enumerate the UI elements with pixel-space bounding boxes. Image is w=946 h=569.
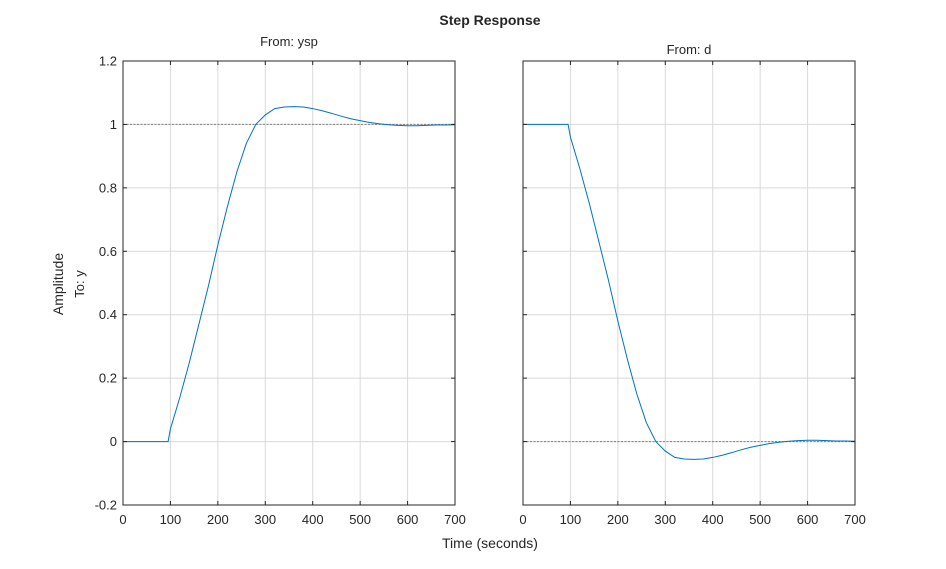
- panel-1-y-tick-label: 0.4: [99, 307, 117, 322]
- panel-1-y-tick-label: 1.2: [99, 54, 117, 69]
- panel-2-x-tick-label: 700: [844, 512, 866, 527]
- chart-title: Step Response: [439, 12, 540, 28]
- y-axis-label: Amplitude: [50, 253, 66, 315]
- panel-1-x-tick-label: 500: [349, 512, 371, 527]
- panel-1-y-tick-label: 0.6: [99, 244, 117, 259]
- panel-1-y-tick-label: 0.8: [99, 180, 117, 195]
- panel-1-x-tick-label: 300: [254, 512, 276, 527]
- panel-1-y-tick-label: 1: [110, 117, 117, 132]
- panel-1-x-tick-label: 600: [397, 512, 419, 527]
- row-label: To: y: [72, 270, 87, 298]
- panel-2-x-tick-label: 0: [519, 512, 526, 527]
- x-axis-label: Time (seconds): [442, 535, 538, 551]
- panel-1-x-tick-label: 700: [444, 512, 466, 527]
- panel-1-x-tick-label: 200: [207, 512, 229, 527]
- panel-2-x-tick-label: 400: [702, 512, 724, 527]
- panel-1-x-tick-label: 400: [302, 512, 324, 527]
- panel-2-series-line: [523, 123, 856, 460]
- panel-d-plot: 0 100 200 300 400 500 600 700: [519, 60, 866, 527]
- panel-2-subtitle: From: d: [667, 42, 712, 57]
- panel-1-y-tick-label: -0.2: [95, 498, 117, 513]
- panel-1-x-tick-label: 0: [119, 512, 126, 527]
- panel-2-x-tick-label: 600: [797, 512, 819, 527]
- panel-1-x-tick-label: 100: [160, 512, 182, 527]
- panel-1-subtitle: From: ysp: [260, 34, 318, 49]
- panel-2-x-tick-label: 200: [607, 512, 629, 527]
- panel-1-y-tick-label: 0: [110, 434, 117, 449]
- panel-1-y-tick-label: 0.2: [99, 371, 117, 386]
- panel-1-series-line: [123, 106, 456, 443]
- panel-2-axes-box: [522, 60, 856, 506]
- panel-ysp-plot: 0 100 200 300 400 500 600 700-0.200.20.40.60.81…: [95, 54, 466, 528]
- panel-2-x-tick-label: 500: [749, 512, 771, 527]
- panel-2-x-tick-label: 100: [560, 512, 582, 527]
- panel-2-x-tick-label: 300: [654, 512, 676, 527]
- panel-1-axes-box: [122, 60, 456, 506]
